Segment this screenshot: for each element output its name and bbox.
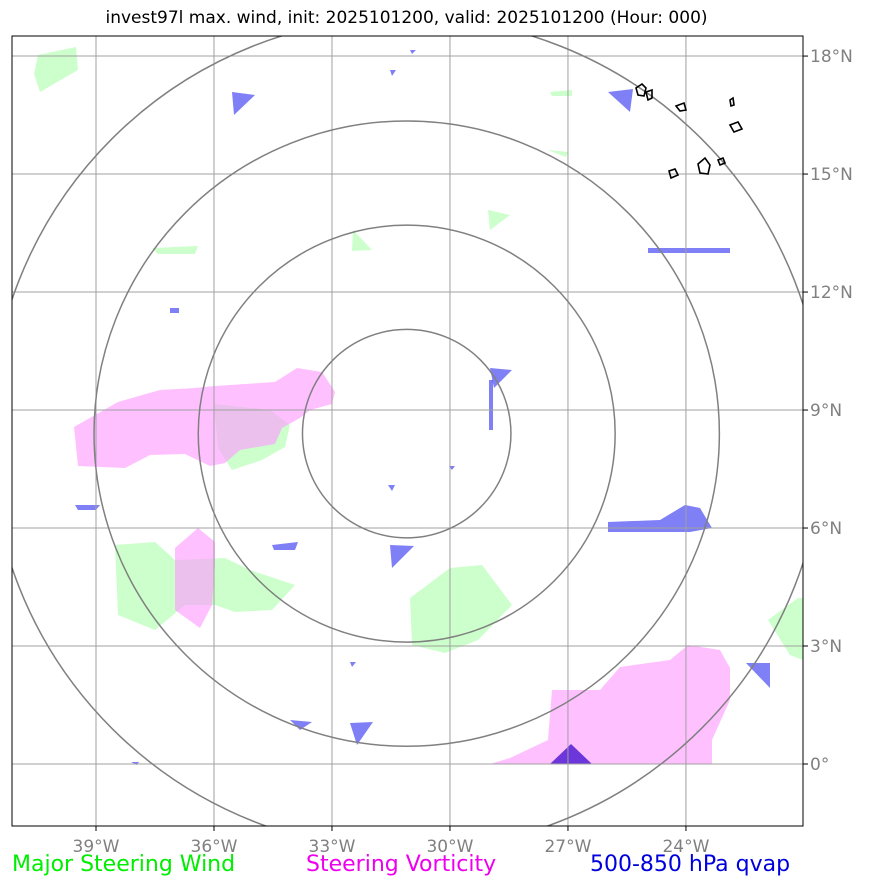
range-rings — [12, 36, 803, 826]
wind-patch — [410, 565, 512, 653]
qvap-patch — [490, 368, 512, 388]
wind-patch — [768, 598, 803, 660]
qvap-patch — [75, 505, 100, 510]
island-outline — [645, 88, 653, 102]
qvap-patch — [489, 380, 493, 430]
qvap-patch — [388, 485, 395, 491]
graticule — [12, 36, 803, 826]
wind-patch — [488, 210, 510, 230]
island-outline — [635, 82, 647, 97]
island-outline — [674, 101, 688, 112]
qvap-patch — [550, 744, 592, 764]
qvap-patch — [290, 720, 312, 730]
lat-tick-label: 6°N — [810, 519, 842, 539]
island-outline — [697, 156, 711, 175]
qvap-patch — [390, 70, 396, 76]
field-layers — [34, 47, 803, 765]
lat-tick-label: 3°N — [810, 637, 842, 657]
coastlines — [635, 82, 744, 180]
lat-tick-label: 0° — [810, 755, 829, 775]
range-ring — [93, 120, 721, 748]
lat-tick-label: 18°N — [810, 47, 853, 67]
wind-patch — [152, 246, 198, 254]
range-ring — [301, 328, 512, 539]
legend-wind: Major Steering Wind — [12, 852, 236, 877]
vorticity-patch — [74, 368, 335, 468]
lon-tick-label: 27°W — [544, 837, 591, 857]
wind-patch — [550, 90, 572, 96]
lon-tick-label: 30°W — [426, 837, 473, 857]
qvap-patch — [170, 308, 179, 313]
island-outline — [728, 121, 744, 133]
lat-tick-label: 12°N — [810, 283, 853, 303]
qvap-patch — [272, 542, 298, 550]
qvap-patch — [608, 89, 633, 112]
qvap-patch — [746, 663, 770, 688]
legend-vorticity: Steering Vorticity — [306, 852, 497, 877]
vorticity-patch — [175, 528, 215, 628]
lat-tick-label: 15°N — [810, 165, 853, 185]
island-outline — [729, 96, 735, 108]
qvap-patch — [232, 92, 255, 115]
qvap-patch — [648, 248, 730, 253]
qvap-patch — [390, 545, 414, 568]
range-ring — [197, 224, 616, 643]
wind-patch — [548, 150, 568, 157]
lat-tick-label: 9°N — [810, 401, 842, 421]
map-frame — [11, 35, 804, 827]
lon-tick-label: 24°W — [662, 837, 709, 857]
qvap-patch — [350, 662, 356, 667]
wind-patch — [34, 47, 78, 92]
qvap-patch — [350, 722, 373, 745]
island-outline — [668, 168, 680, 180]
lon-tick-label: 33°W — [309, 837, 356, 857]
map-title: invest97l max. wind, init: 2025101200, v… — [105, 8, 708, 28]
lon-tick-label: 36°W — [191, 837, 238, 857]
wind-patch — [352, 230, 372, 251]
vorticity-patch — [490, 645, 730, 764]
qvap-patch — [449, 466, 455, 470]
legend: Major Steering Wind Steering Vorticity 5… — [0, 852, 873, 884]
qvap-patch — [410, 50, 416, 54]
legend-qvap: 500-850 hPa qvap — [590, 852, 791, 877]
island-outline — [716, 156, 727, 167]
lon-tick-label: 39°W — [73, 837, 120, 857]
axis-ticks: 39°W 36°W 33°W 30°W 27°W 24°W 0° 3°N 6°N 9°N 12°N 1… — [73, 47, 853, 857]
